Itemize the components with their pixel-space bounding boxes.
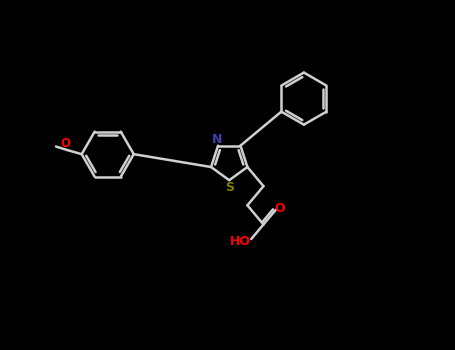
Text: N: N [212, 133, 222, 146]
Text: O: O [275, 202, 285, 215]
Text: S: S [225, 181, 234, 194]
Text: O: O [61, 137, 71, 150]
Text: HO: HO [230, 235, 251, 248]
